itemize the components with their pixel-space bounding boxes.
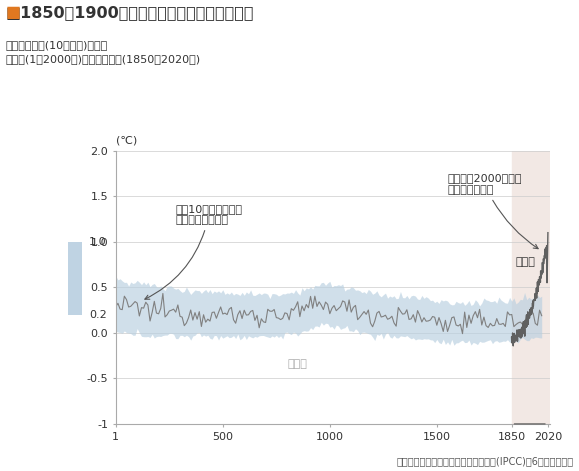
Text: ■: ■ (6, 5, 21, 20)
Text: 復元値(1～2000年)および観測値(1850～2020年): 復元値(1～2000年)および観測値(1850～2020年) (6, 54, 201, 64)
Text: 復元値: 復元値 (288, 359, 307, 369)
Text: 1.0: 1.0 (89, 237, 107, 247)
Text: 温暖化は2000年以上
前例のないもの: 温暖化は2000年以上 前例のないもの (448, 173, 538, 249)
Text: ■1850～1900年に対する世界平均気温の変化: ■1850～1900年に対する世界平均気温の変化 (6, 5, 254, 20)
Text: 出典：気候変動に関する政府間パネル(IPCC)第6次評価報告書: 出典：気候変動に関する政府間パネル(IPCC)第6次評価報告書 (396, 456, 573, 466)
Text: 過去10万年間で最も
温暖だった数世紀: 過去10万年間で最も 温暖だった数世紀 (145, 203, 243, 299)
Text: 世界平均気温(10年平均)の変化: 世界平均気温(10年平均)の変化 (6, 40, 108, 50)
Text: (℃): (℃) (116, 135, 137, 145)
Bar (68, 242, 82, 315)
Text: 観測値: 観測値 (516, 257, 536, 267)
Bar (511, 151, 550, 424)
Text: 0.2: 0.2 (89, 309, 107, 320)
